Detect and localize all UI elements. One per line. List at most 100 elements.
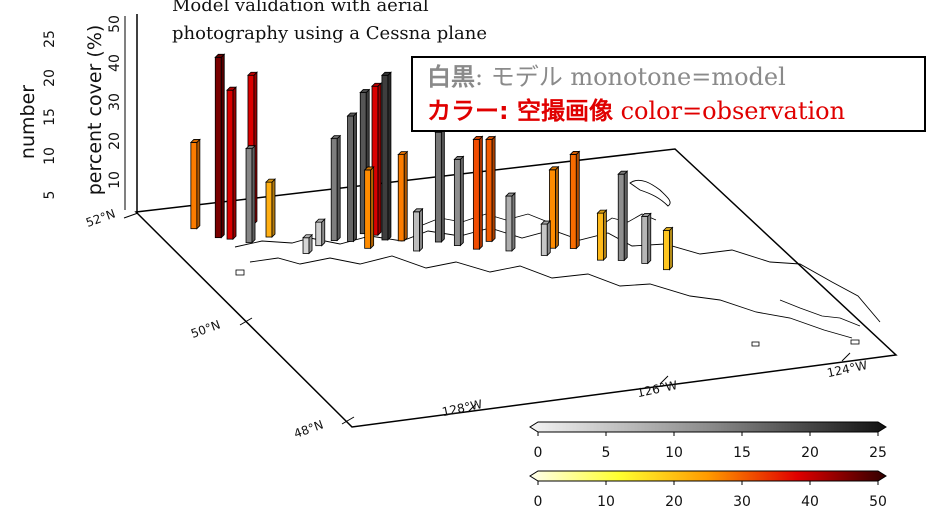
bars (189, 53, 674, 271)
coastline (249, 255, 853, 339)
percent-tick-label: 30 (107, 93, 123, 111)
caption-line1: Model validation with aerial (172, 0, 429, 16)
bar-side-face (251, 144, 256, 244)
bar-top-face (371, 82, 382, 87)
bar-front-face (397, 154, 405, 242)
bar-side-face (321, 218, 326, 247)
observation-bar (363, 165, 375, 250)
model-bar (540, 220, 552, 257)
colorbar-model-tick-label: 0 (534, 445, 543, 461)
bar-top-face (330, 135, 342, 140)
model-bar (640, 212, 652, 265)
bar-front-face (663, 230, 670, 271)
colorbar-model-tick-label: 25 (869, 445, 887, 461)
bar-side-face (232, 86, 237, 241)
colorbar-model-tick-label: 5 (602, 445, 611, 461)
bar-side-face (459, 155, 464, 247)
observation-bar (485, 135, 497, 243)
colorbar-observation-tick-label: 0 (534, 494, 543, 510)
number-tick-label: 25 (42, 30, 58, 48)
percent-axis-title: percent cover (%) (84, 25, 106, 196)
bar-side-face (353, 112, 357, 243)
legend-model-text: : モデル monotone=model (475, 63, 786, 91)
observation-bar (472, 135, 484, 251)
bar-front-face (214, 56, 222, 239)
bar-side-face (575, 150, 580, 250)
bar-front-face (245, 148, 253, 244)
bar-front-face (347, 115, 354, 242)
bar-top-face (302, 234, 313, 239)
bar-top-face (314, 218, 326, 223)
colorbar-model-tick-label: 20 (801, 445, 819, 461)
bar-top-face (346, 112, 358, 117)
bar-front-face (434, 131, 442, 243)
percent-tick-label: 50 (107, 15, 123, 33)
bar-front-face (315, 221, 323, 247)
lat-tick-52 (123, 212, 139, 219)
model-bar (412, 207, 424, 252)
island-outline (629, 179, 671, 207)
bar-top-face (412, 208, 424, 213)
colorbars (529, 421, 887, 482)
bar-front-face (540, 223, 548, 256)
bar-side-face (478, 135, 483, 251)
bar-top-face (617, 170, 629, 175)
legend-obs-jp: カラー (427, 97, 499, 125)
bar-side-face (491, 135, 496, 243)
map-plane (123, 148, 898, 428)
bar-side-face (546, 220, 551, 257)
model-bar (314, 218, 326, 247)
bar-top-face (247, 71, 258, 76)
legend-obs-text: color=observation (612, 97, 846, 125)
percent-tick-label: 20 (107, 132, 123, 150)
model-bar (245, 144, 256, 244)
number-tick-label: 20 (42, 69, 58, 87)
observation-bar (189, 138, 201, 230)
colorbar-model (529, 421, 887, 433)
bar-front-face (641, 215, 649, 264)
model-bar (302, 233, 313, 255)
colorbar-observation-tick-label: 40 (801, 494, 819, 510)
bar-side-face (403, 150, 408, 242)
bar-front-face (453, 158, 461, 246)
lat-tick-48 (341, 416, 355, 425)
observation-bar (214, 53, 226, 239)
legend-obs-jp2: : 空撮画像 (499, 97, 613, 125)
legend-line-model: 白黒: モデル monotone=model (427, 60, 924, 94)
bar-front-face (413, 211, 420, 252)
bar-top-face (505, 192, 516, 197)
bar-front-face (472, 139, 480, 250)
bar-side-face (370, 165, 375, 250)
observation-bar (596, 209, 608, 262)
bar-side-face (387, 71, 392, 241)
model-bar (346, 112, 358, 243)
bar-top-face (569, 151, 581, 155)
model-bar (617, 170, 629, 262)
bar-top-face (359, 89, 371, 93)
bar-front-face (485, 139, 493, 242)
bar-side-face (623, 170, 628, 262)
colorbar-model-tick-label: 15 (733, 445, 751, 461)
bar-top-face (596, 209, 608, 214)
bar-front-face (381, 74, 389, 241)
bar-front-face (190, 142, 198, 230)
lon-tick-126 (659, 375, 669, 385)
island-outline (751, 341, 760, 347)
model-bar (434, 128, 446, 243)
colorbar-observation-tick-label: 50 (869, 494, 887, 510)
number-tick-label: 15 (42, 108, 58, 126)
bar-side-face (419, 207, 423, 252)
bar-top-face (453, 155, 465, 160)
bar-top-face (265, 178, 276, 183)
model-bar (505, 192, 516, 252)
colorbar-observation-tick-label: 10 (597, 494, 615, 510)
latitude-label: 50°N (189, 317, 222, 341)
colorbar-observation-tick-label: 30 (733, 494, 751, 510)
bar-top-face (363, 166, 375, 171)
lon-tick-124 (841, 352, 851, 362)
model-bar (380, 71, 392, 241)
bar-top-face (226, 86, 237, 91)
bar-front-face (302, 237, 310, 254)
